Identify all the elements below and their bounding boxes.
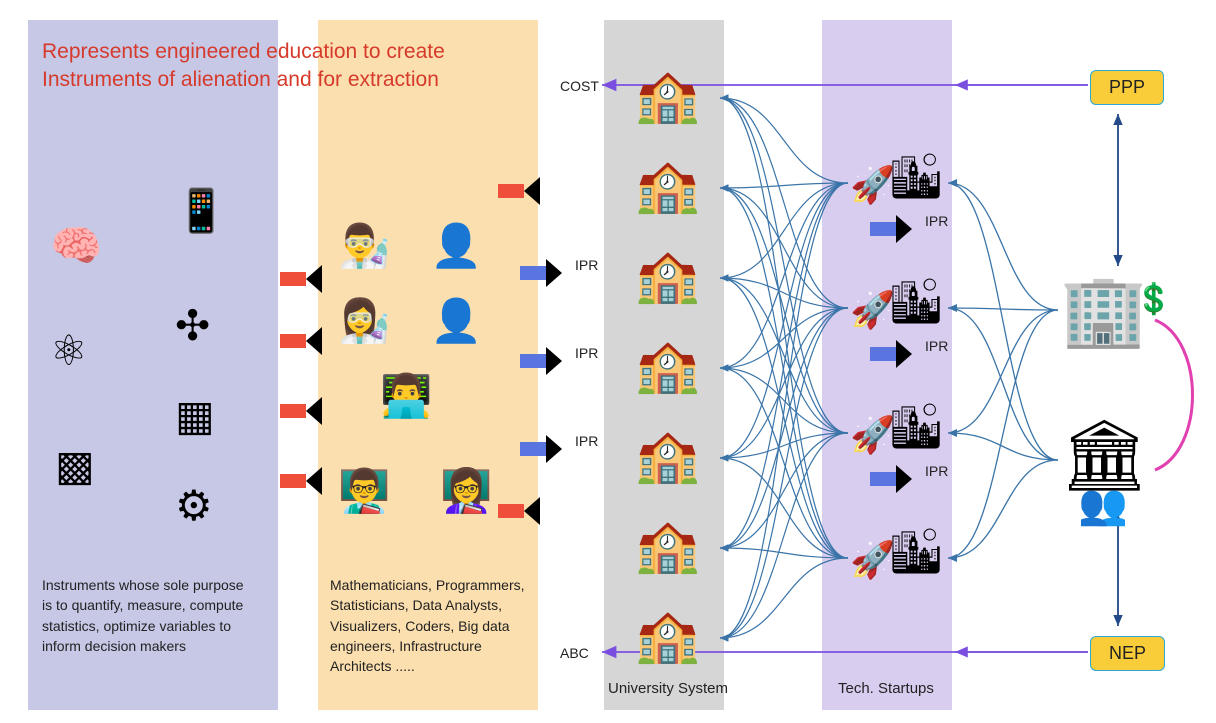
chip-icon: ▩ (55, 445, 95, 487)
ipr-label: IPR (925, 338, 948, 354)
drone-icon: ✣ (175, 305, 210, 347)
people-icon: 👥 (1078, 485, 1128, 525)
university-6-icon: 🏫 (635, 610, 700, 662)
cost-label: COST (560, 78, 599, 94)
red-arrow-left-icon (280, 268, 322, 290)
university-0-icon: 🏫 (635, 70, 700, 122)
nep-pill: NEP (1090, 636, 1165, 671)
presenter-2-icon: 👩‍🏫 (440, 470, 492, 512)
red-arrow-left-icon (280, 400, 322, 422)
ipr-label: IPR (925, 213, 948, 229)
startup-building-2-icon: 🏙 (888, 405, 944, 449)
ipr-label: IPR (575, 257, 598, 273)
gear-chart-icon: ⚙ (175, 485, 213, 527)
blue-arrow-right-icon (870, 343, 912, 365)
university-4-icon: 🏫 (635, 430, 700, 482)
diagram-title: Represents engineered education to creat… (42, 38, 542, 95)
university-1-icon: 🏫 (635, 160, 700, 212)
dollar-chart-icon: 💲 (1135, 285, 1172, 315)
ipr-label: IPR (925, 463, 948, 479)
blue-arrow-right-icon (870, 468, 912, 490)
blue-arrow-right-icon (870, 218, 912, 240)
caption-instruments: Instruments whose sole purpose is to qua… (42, 575, 252, 656)
startup-building-0-icon: 🏙 (888, 155, 944, 199)
scientist-1-icon: 👨‍🔬 (338, 225, 390, 267)
red-arrow-left-icon (280, 470, 322, 492)
label-tech-startups: Tech. Startups (838, 680, 934, 697)
government-icon: 🏛 (1060, 420, 1149, 490)
university-2-icon: 🏫 (635, 250, 700, 302)
laptop-analyst-icon: 👨‍💻 (380, 375, 432, 417)
ipr-label: IPR (575, 433, 598, 449)
fingerprint-phone-icon: 📱 (175, 190, 227, 232)
ipr-label: IPR (575, 345, 598, 361)
blue-arrow-right-icon (520, 262, 562, 284)
presenter-1-icon: 👨‍🏫 (338, 470, 390, 512)
database-atom-icon: ⚛ (50, 330, 88, 372)
caption-people: Mathematicians, Programmers, Statisticia… (330, 575, 540, 676)
analyst-1-icon: 👤 (430, 225, 482, 267)
ppp-pill: PPP (1090, 70, 1164, 105)
map-pin-icon: ▦ (175, 395, 215, 437)
ai-brain-icon: 🧠 (50, 225, 102, 267)
university-5-icon: 🏫 (635, 520, 700, 572)
blue-arrow-right-icon (520, 350, 562, 372)
university-3-icon: 🏫 (635, 340, 700, 392)
column-startups (822, 20, 952, 710)
red-arrow-left-icon (498, 500, 540, 522)
red-arrow-left-icon (280, 330, 322, 352)
analyst-2-icon: 👤 (430, 300, 482, 342)
label-university-system: University System (608, 680, 728, 697)
scientist-2-icon: 👩‍🔬 (338, 300, 390, 342)
abc-label: ABC (560, 645, 589, 661)
red-arrow-left-icon (498, 180, 540, 202)
startup-building-3-icon: 🏙 (888, 530, 944, 574)
diagram-stage: Represents engineered education to creat… (0, 0, 1216, 723)
startup-building-1-icon: 🏙 (888, 280, 944, 324)
blue-arrow-right-icon (520, 438, 562, 460)
